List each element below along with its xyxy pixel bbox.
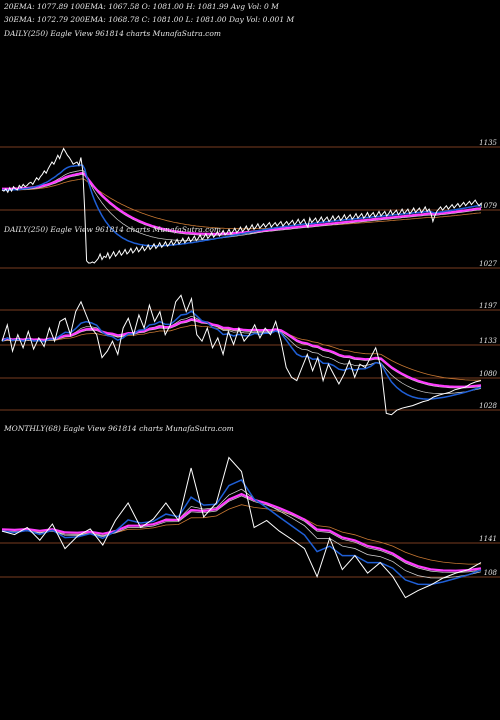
header-line-2: 30EMA: 1072.79 200EMA: 1068.78 C: 1081.0… bbox=[4, 15, 295, 24]
monthly-ma-thin-1 bbox=[1, 495, 482, 573]
daily-chart-label: DAILY(250) Eagle View 961814 charts Muna… bbox=[3, 225, 221, 234]
daily-ma-orange bbox=[2, 178, 482, 230]
monthly-chart-label: MONTHLY(68) Eagle View 961814 charts Mun… bbox=[3, 424, 234, 433]
weekly-level-label: 1080 bbox=[479, 370, 497, 378]
monthly-ma-thin-2 bbox=[1, 488, 482, 579]
daily-level-label: 1079 bbox=[479, 202, 497, 210]
monthly-price-line bbox=[1, 456, 482, 599]
weekly-ma-thin-2 bbox=[1, 315, 482, 394]
monthly-level-label: 108 bbox=[484, 569, 498, 577]
daily-level-label: 1135 bbox=[479, 139, 497, 147]
daily-level-label: 1027 bbox=[479, 260, 497, 268]
weekly-ema-fast bbox=[1, 310, 482, 400]
weekly-level-label: 1028 bbox=[479, 402, 497, 410]
daily-price-line bbox=[1, 147, 482, 264]
monthly-level-label: 1141 bbox=[479, 535, 497, 543]
header-line-1: 20EMA: 1077.89 100EMA: 1067.58 O: 1081.0… bbox=[4, 2, 279, 11]
weekly-level-label: 1197 bbox=[479, 302, 497, 310]
monthly-ema-slow bbox=[1, 492, 482, 572]
weekly-price-line bbox=[1, 294, 482, 416]
monthly-ema-fast bbox=[1, 479, 482, 586]
daily-ema-slow bbox=[2, 171, 482, 236]
daily-chart-label: DAILY(250) Eagle View 961814 charts Muna… bbox=[4, 29, 221, 38]
weekly-ema-slow bbox=[1, 318, 482, 388]
weekly-level-label: 1133 bbox=[479, 337, 497, 345]
